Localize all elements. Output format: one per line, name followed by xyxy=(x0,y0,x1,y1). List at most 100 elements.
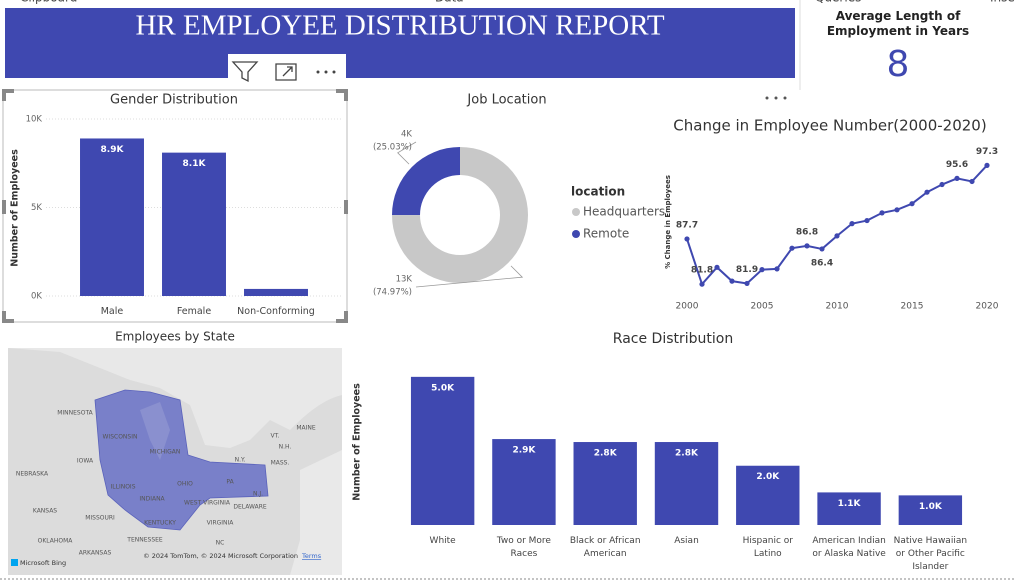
legend-swatch xyxy=(572,230,580,238)
count-label: 13K xyxy=(396,275,413,285)
data-label: 81.8 xyxy=(691,266,713,276)
data-label: 2.8K xyxy=(675,449,699,459)
ribbon-label: Inse xyxy=(990,0,1014,5)
map-label: PA xyxy=(226,479,234,486)
map-brand: Microsoft Bing xyxy=(20,559,66,567)
data-label: 86.4 xyxy=(811,258,833,268)
line-point xyxy=(789,245,795,251)
map-label: IOWA xyxy=(77,458,94,465)
chart-title: Change in Employee Number(2000-2020) xyxy=(673,117,986,135)
data-label: 95.6 xyxy=(946,160,968,170)
line-point xyxy=(909,201,915,207)
x-tick-label: White xyxy=(430,536,457,546)
more-options[interactable] xyxy=(316,70,336,74)
x-tick-label: Asian xyxy=(674,536,699,546)
more-options[interactable] xyxy=(765,96,787,100)
card-label: Average Length of Employment in Years xyxy=(826,9,970,38)
x-tick-label: Female xyxy=(177,306,212,317)
y-tick-label: 10K xyxy=(26,115,43,125)
bar xyxy=(244,288,308,296)
map-label: N.Y. xyxy=(235,457,246,464)
donut-slice xyxy=(392,147,528,283)
map-label: DELAWARE xyxy=(233,504,267,511)
bar xyxy=(898,495,963,525)
bar xyxy=(573,442,637,525)
map-label: KANSAS xyxy=(33,508,57,515)
header-banner xyxy=(5,8,795,78)
legend-title: location xyxy=(571,185,625,199)
text-line: Black or African xyxy=(570,536,641,546)
line-point xyxy=(774,266,780,272)
text-line: or Alaska Native xyxy=(812,549,886,559)
data-label: 1.1K xyxy=(838,499,862,509)
leader-line xyxy=(415,265,524,288)
line-point xyxy=(984,162,990,168)
leader-line xyxy=(397,141,417,165)
map-label: ARKANSAS xyxy=(79,550,112,557)
bar xyxy=(654,442,719,525)
map-label: MAINE xyxy=(296,425,316,432)
data-label: 8.9K xyxy=(101,145,125,155)
line-point xyxy=(864,217,870,224)
text-line: American xyxy=(584,549,627,559)
text-line: Hispanic or xyxy=(743,536,794,546)
y-axis-title: % Change in Employees xyxy=(664,175,672,269)
legend-swatch xyxy=(572,208,580,216)
data-label: 5.0K xyxy=(431,383,455,393)
x-tick-label: Non-Conforming xyxy=(237,306,315,317)
data-label: 87.7 xyxy=(676,220,698,230)
data-label: 8.1K xyxy=(183,159,207,169)
filter-icon[interactable] xyxy=(231,61,259,83)
map-label: NEBRASKA xyxy=(16,471,49,478)
text-line: Races xyxy=(511,549,538,559)
bar xyxy=(162,152,226,296)
line-point xyxy=(879,210,885,216)
x-tick-label: Black or African American xyxy=(570,536,641,559)
ribbon-label: Clipboard xyxy=(20,0,77,5)
highlighted-states[interactable] xyxy=(94,389,269,531)
text-line: Non-Conforming xyxy=(237,306,315,317)
line-point xyxy=(954,175,960,181)
line-point xyxy=(684,236,690,242)
bar xyxy=(410,376,475,525)
chart-title: Race Distribution xyxy=(613,331,733,347)
bar xyxy=(817,492,881,525)
data-label: 97.3 xyxy=(976,147,998,157)
bar xyxy=(80,138,144,296)
focus-icon[interactable] xyxy=(275,63,297,81)
map-land-north xyxy=(8,348,342,448)
text-line: Two or More xyxy=(496,536,552,546)
data-label: 81.9 xyxy=(736,265,758,275)
map-label: VT. xyxy=(271,433,280,440)
map-ocean xyxy=(290,450,342,575)
map-label: OKLAHOMA xyxy=(38,538,74,545)
text-line: Male xyxy=(101,306,124,317)
line-point xyxy=(969,178,975,185)
x-tick-label: American Indian or Alaska Native xyxy=(812,536,886,559)
map-terms[interactable]: Terms xyxy=(301,552,322,560)
y-tick-label: 5K xyxy=(31,203,42,213)
data-label: (74.97%) xyxy=(373,288,412,298)
map-label: N.H. xyxy=(279,444,292,451)
line-point xyxy=(759,267,765,273)
map-label: N.J. xyxy=(253,491,263,498)
x-tick-label: Two or More Races xyxy=(496,536,552,559)
map-label: TENNESSEE xyxy=(126,537,163,544)
resize-handles[interactable] xyxy=(2,89,348,323)
visual-header-icons xyxy=(228,54,346,84)
x-tick-label: 2015 xyxy=(901,302,924,312)
map-label: INDIANA xyxy=(139,496,165,503)
y-axis-title: Number of Employees xyxy=(352,383,363,501)
text-line: Native Hawaiian xyxy=(894,536,967,546)
text-line: Asian xyxy=(674,536,699,546)
text-line: Islander xyxy=(912,562,948,572)
line-point xyxy=(924,189,930,195)
line-point xyxy=(834,233,840,239)
map-label: VIRGINIA xyxy=(207,520,235,527)
x-tick-label: 2000 xyxy=(676,302,699,312)
bar xyxy=(492,439,556,525)
line-point xyxy=(849,221,855,227)
bar xyxy=(736,465,800,525)
